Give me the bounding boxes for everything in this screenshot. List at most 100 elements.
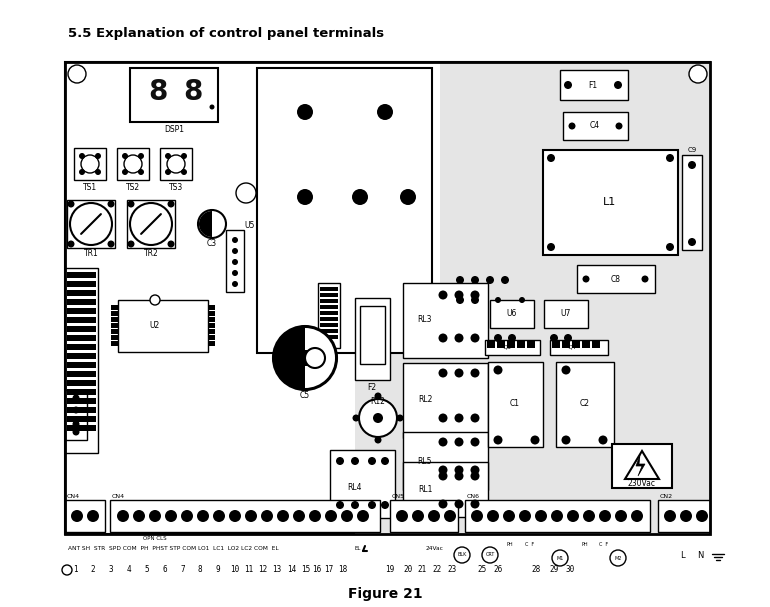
Bar <box>111 329 118 333</box>
Bar <box>67 398 96 404</box>
Circle shape <box>454 413 464 422</box>
Circle shape <box>552 550 568 566</box>
Text: 14: 14 <box>287 566 296 574</box>
Circle shape <box>568 123 575 129</box>
Circle shape <box>108 200 115 208</box>
Circle shape <box>245 510 257 522</box>
Bar <box>111 341 118 345</box>
Bar <box>403 283 488 358</box>
Bar <box>440 292 710 534</box>
Circle shape <box>519 297 525 303</box>
Bar <box>403 432 488 490</box>
Text: C3: C3 <box>207 239 217 248</box>
Circle shape <box>470 333 480 342</box>
Bar <box>67 299 96 305</box>
Text: L: L <box>680 551 685 560</box>
Bar <box>67 326 96 332</box>
Circle shape <box>614 81 622 89</box>
Circle shape <box>341 510 353 522</box>
Circle shape <box>181 153 187 159</box>
Bar <box>403 363 488 438</box>
Text: C5: C5 <box>300 390 310 399</box>
Text: 18: 18 <box>338 566 347 574</box>
Circle shape <box>482 547 498 563</box>
Bar <box>550 340 608 355</box>
Circle shape <box>79 169 85 175</box>
Circle shape <box>456 296 464 304</box>
Bar <box>320 335 338 339</box>
Bar <box>111 335 118 339</box>
Text: CN2: CN2 <box>660 495 673 500</box>
Circle shape <box>503 510 515 522</box>
Bar <box>127 200 175 248</box>
Text: 19: 19 <box>385 566 394 574</box>
Bar <box>592 341 600 348</box>
Text: U5: U5 <box>244 220 254 229</box>
Circle shape <box>454 472 464 481</box>
Circle shape <box>181 510 193 522</box>
Circle shape <box>547 243 555 251</box>
Circle shape <box>165 510 177 522</box>
Text: 8: 8 <box>183 78 203 106</box>
Text: CRT: CRT <box>485 552 494 557</box>
Circle shape <box>232 259 238 265</box>
Circle shape <box>470 472 480 481</box>
Bar <box>487 341 495 348</box>
Circle shape <box>197 510 209 522</box>
Circle shape <box>352 189 368 205</box>
Circle shape <box>122 153 128 159</box>
Circle shape <box>438 472 447 481</box>
Circle shape <box>486 276 494 284</box>
Bar <box>110 500 380 532</box>
Bar <box>544 300 588 328</box>
Text: 8: 8 <box>149 78 168 106</box>
Bar <box>67 380 96 386</box>
Circle shape <box>631 510 643 522</box>
Circle shape <box>149 510 161 522</box>
Circle shape <box>305 348 325 368</box>
Circle shape <box>130 203 172 245</box>
Text: 13: 13 <box>273 566 282 574</box>
Text: 24Vac: 24Vac <box>426 546 444 552</box>
Circle shape <box>438 368 447 378</box>
Bar <box>67 335 96 341</box>
Text: 22: 22 <box>433 566 442 574</box>
Circle shape <box>72 421 79 427</box>
Bar <box>682 155 702 250</box>
Circle shape <box>128 200 135 208</box>
Bar <box>130 68 218 122</box>
Circle shape <box>470 368 480 378</box>
Bar <box>450 462 488 517</box>
Circle shape <box>471 296 479 304</box>
Circle shape <box>567 510 579 522</box>
Bar <box>572 341 580 348</box>
Circle shape <box>454 547 470 563</box>
Circle shape <box>666 243 674 251</box>
Text: RL4: RL4 <box>348 483 362 492</box>
Circle shape <box>68 513 86 531</box>
Circle shape <box>72 429 79 435</box>
Text: 29: 29 <box>549 566 558 574</box>
Text: TR2: TR2 <box>144 249 159 259</box>
Bar <box>507 341 515 348</box>
Text: OPN CLS: OPN CLS <box>143 537 167 541</box>
Bar <box>208 341 215 345</box>
Bar <box>111 305 118 310</box>
Bar <box>65 500 105 532</box>
Circle shape <box>357 510 369 522</box>
Text: RL2: RL2 <box>418 396 432 404</box>
Circle shape <box>501 276 509 284</box>
Text: 9: 9 <box>216 566 220 574</box>
Circle shape <box>377 104 393 120</box>
Circle shape <box>696 510 708 522</box>
Circle shape <box>444 510 456 522</box>
Bar <box>450 363 488 438</box>
Text: 6: 6 <box>162 566 167 574</box>
Circle shape <box>535 510 547 522</box>
Circle shape <box>454 333 464 342</box>
Bar <box>450 283 488 358</box>
Text: CN4: CN4 <box>112 495 125 500</box>
Circle shape <box>438 500 447 509</box>
Circle shape <box>232 281 238 287</box>
Circle shape <box>277 510 289 522</box>
